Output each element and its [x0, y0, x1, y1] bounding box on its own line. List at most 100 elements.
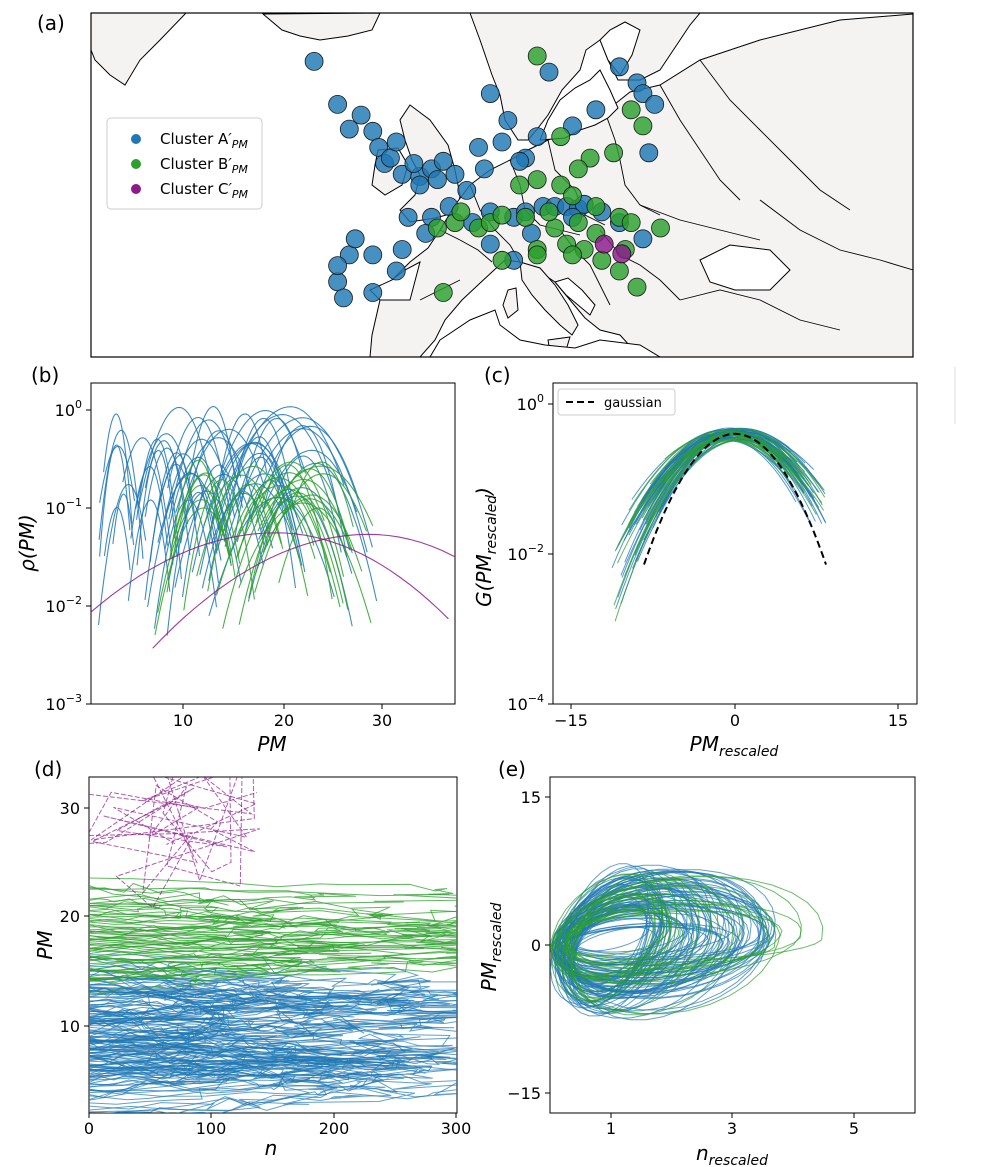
density-curve-b [203, 474, 282, 545]
station-marker-a [633, 229, 653, 249]
trajectory-b [89, 955, 270, 979]
density-curve-b [169, 459, 223, 561]
density-curve-a [262, 425, 348, 558]
rescaled-trajectory-b [561, 906, 655, 1001]
station-marker-b [604, 143, 623, 163]
legend-entry-c: Cluster C′PM [131, 180, 249, 201]
station-marker-a [380, 148, 400, 168]
density-curve-b [263, 468, 348, 550]
station-marker-a [492, 132, 512, 152]
rescaled-trajectory-a [560, 863, 649, 1003]
station-marker-a [404, 154, 424, 173]
station-marker-a [328, 272, 348, 292]
y-tick-label-e-15: 15 [521, 788, 541, 807]
y-axis-label-e: PMrescaled [477, 903, 505, 992]
density-curve-a [245, 428, 368, 553]
density-curve-b [249, 472, 325, 523]
density-curve-a [208, 413, 268, 545]
water-black-sea [699, 244, 791, 291]
x-ticks-d: 0 100 200 300 [84, 1113, 471, 1138]
station-marker-a [392, 240, 412, 259]
station-marker-b [621, 100, 641, 120]
x-tick-label-d-200: 200 [319, 1119, 350, 1138]
water-mediterranean [429, 309, 661, 357]
density-curve-a [216, 414, 351, 551]
land-sardinia [502, 287, 519, 319]
density-curve-a [144, 447, 189, 525]
density-curve-b [235, 496, 316, 560]
trajectory-a [89, 1038, 307, 1071]
x-tick-label-d-0: 0 [84, 1119, 94, 1138]
y-ticks-d: 10 20 30 [60, 799, 89, 1036]
station-marker-a [586, 100, 606, 120]
rescaled-curve-b [628, 430, 807, 511]
station-marker-b [492, 205, 512, 225]
station-marker-b [545, 218, 565, 238]
station-marker-a [610, 57, 629, 77]
station-marker-a [363, 121, 383, 141]
station-marker-c [594, 234, 614, 254]
station-marker-b [451, 202, 471, 222]
rescaled-trajectory-a [552, 926, 731, 975]
land-italy [519, 261, 579, 336]
y-tick-label-c-2: 10−2 [507, 542, 544, 564]
x-tick-label-e-3: 3 [727, 1119, 737, 1138]
station-marker-a [510, 151, 529, 171]
map-legend: Cluster A′PM Cluster B′PM Cluster C′PM [106, 117, 263, 210]
station-marker-a [427, 170, 447, 190]
rescaled-trajectory-a [555, 884, 765, 993]
x-tick-label-c-0: 0 [730, 711, 740, 730]
water-biscay [369, 261, 421, 301]
station-marker-a [474, 159, 494, 179]
trajectory-a [89, 1069, 398, 1110]
trajectory-c [89, 777, 248, 887]
y-tick-label-e-m15: −15 [507, 1084, 541, 1103]
trajectory-b [89, 887, 357, 905]
legend-label-gaussian: gaussian [604, 396, 662, 411]
trajectory-a [89, 1031, 405, 1086]
trajectory-a [89, 988, 457, 1014]
station-marker-a [398, 207, 418, 227]
panel-label-a: (a) [37, 11, 65, 35]
legend-label-b: Cluster B′PM [160, 155, 248, 176]
trajectory-a [89, 1050, 457, 1094]
density-curve-a [99, 444, 131, 557]
rescaled-curve-b [645, 429, 826, 525]
y-axis-label-b: ρ(PM) [15, 514, 39, 572]
land-scandinavia [469, 13, 701, 141]
station-marker-b [621, 213, 641, 233]
trajectory-b [89, 877, 457, 908]
trajectory-a [89, 961, 310, 1014]
trajectory-a [89, 1064, 230, 1092]
density-curve-a [112, 493, 135, 546]
density-curve-a [247, 462, 378, 602]
rescaled-curve-a [636, 433, 819, 562]
station-marker-a [645, 95, 665, 114]
trajectory-a [89, 977, 457, 1042]
station-marker-b [563, 186, 582, 206]
density-curve-b [291, 461, 354, 528]
x-tick-label-b-10: 10 [173, 711, 193, 730]
x-axis-label-e: nrescaled [696, 1141, 768, 1167]
trajectory-a [89, 992, 457, 1038]
panel-label-e: (e) [498, 757, 526, 781]
trajectory-b [89, 885, 304, 931]
station-marker-a [433, 151, 453, 171]
water-adriatic [554, 277, 596, 316]
station-marker-a [334, 288, 353, 308]
density-curve-b [215, 484, 331, 596]
density-curve-a [122, 437, 174, 565]
rescaled-curve-b [624, 440, 806, 577]
station-marker-a [469, 137, 488, 157]
trajectory-b [89, 913, 298, 940]
trajectory-a [89, 1040, 441, 1081]
legend-box [106, 117, 263, 210]
panel-label-b: (b) [31, 363, 59, 387]
trajectory-a [89, 1055, 338, 1113]
density-curve-a [191, 442, 303, 573]
density-curve-a [99, 445, 136, 503]
density-curve-b [207, 490, 268, 592]
y-tick-label-e-0: 0 [531, 936, 541, 955]
trajectory-a [89, 1063, 405, 1101]
density-curve-b [260, 465, 374, 531]
